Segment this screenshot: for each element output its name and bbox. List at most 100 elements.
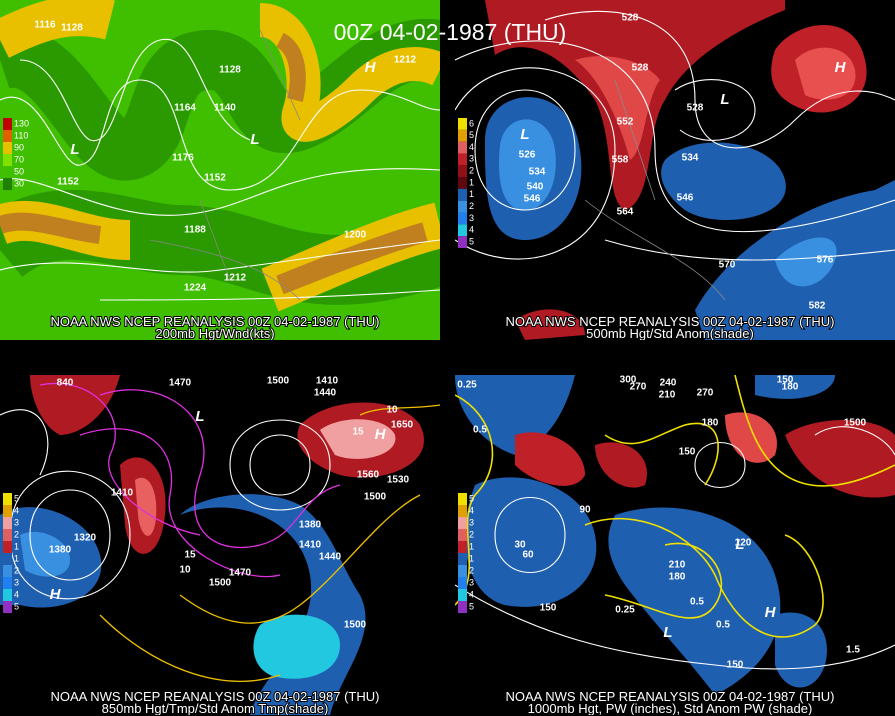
contour-label: 120	[735, 538, 752, 549]
legend-swatch	[458, 200, 467, 213]
contour-label: 1470	[169, 378, 192, 389]
main-title: 00Z 04-02-1987 (THU)	[334, 19, 567, 45]
contour-label: 150	[679, 447, 696, 458]
legend-swatch	[3, 553, 12, 565]
contour-label: 840	[57, 378, 74, 389]
legend-swatch	[3, 178, 12, 190]
contour-label: 1188	[184, 225, 206, 236]
legend-label: 130	[14, 118, 29, 128]
legend-swatch	[458, 118, 467, 130]
legend-swatch	[458, 212, 467, 225]
legend-swatch	[3, 529, 12, 541]
contour-label: 1560	[357, 470, 380, 481]
contour-label: 210	[659, 390, 676, 401]
contour-label: 1500	[209, 578, 232, 589]
legend-label: 5	[469, 493, 474, 503]
legend-swatch	[3, 577, 12, 589]
legend-label: 5	[14, 493, 19, 503]
contour-label: 150	[540, 603, 557, 614]
legend-swatch	[458, 165, 467, 178]
legend-swatch	[458, 517, 467, 529]
pressure-center: H	[50, 586, 62, 603]
contour-label: 1380	[299, 520, 322, 531]
legend-swatch	[3, 130, 12, 142]
legend-label: 4	[14, 589, 19, 599]
legend-label: 2	[14, 565, 19, 575]
legend-label: 4	[469, 225, 474, 235]
contour-label: 15	[352, 427, 364, 438]
contour-label: 1140	[214, 103, 236, 114]
contour-label: 270	[697, 388, 714, 399]
contour-label: 1176	[172, 153, 194, 164]
legend-label: 1	[469, 189, 474, 199]
contour-label: 1440	[319, 552, 342, 563]
contour-label: 576	[817, 255, 834, 266]
legend-label: 3	[469, 213, 474, 223]
legend-label: 1	[14, 541, 19, 551]
contour-label: 582	[809, 301, 826, 312]
contour-label: 1410	[111, 488, 134, 499]
contour-label: 1500	[844, 418, 867, 429]
legend-swatch	[458, 601, 467, 613]
contour-label: 150	[727, 660, 744, 671]
legend-swatch	[3, 142, 12, 154]
contour-label: 1500	[267, 376, 290, 387]
contour-label: 15	[184, 550, 196, 561]
contour-label: 270	[630, 382, 647, 393]
contour-label: 0.25	[615, 605, 635, 616]
contour-label: 1500	[364, 492, 387, 503]
contour-label: 1224	[184, 283, 207, 294]
legend-swatch	[458, 589, 467, 601]
panel-subtitle: 850mb Hgt/Tmp/Std Anom Tmp(shade)	[102, 701, 329, 716]
legend-swatch	[3, 601, 12, 613]
legend-swatch	[458, 129, 467, 142]
legend-swatch	[458, 236, 467, 248]
contour-label: 1212	[394, 55, 417, 66]
contour-label: 1530	[387, 475, 410, 486]
contour-label: 1200	[344, 230, 367, 241]
legend-label: 3	[469, 154, 474, 164]
legend-label: 2	[469, 565, 474, 575]
contour-label: 1410	[316, 376, 339, 387]
contour-label: 1128	[219, 65, 241, 76]
contour-label: 558	[612, 155, 629, 166]
legend-label: 5	[14, 601, 19, 611]
legend-swatch	[458, 565, 467, 577]
contour-label: 1320	[74, 533, 97, 544]
legend-swatch	[3, 166, 12, 178]
legend-swatch	[458, 529, 467, 541]
legend-label: 3	[14, 517, 19, 527]
legend-swatch	[458, 553, 467, 565]
contour-label: 10	[179, 565, 191, 576]
source-caption: NOAA NWS NCEP REANALYSIS 00Z 04-02-1987 …	[51, 314, 380, 329]
contour-label: 1470	[229, 568, 252, 579]
legend-swatch	[3, 565, 12, 577]
pressure-center: H	[365, 59, 377, 76]
legend-swatch	[458, 153, 467, 166]
legend-label: 30	[14, 178, 24, 188]
legend-label: 3	[14, 577, 19, 587]
contour-label: 300	[620, 375, 637, 386]
pressure-center: L	[70, 141, 79, 158]
source-caption: NOAA NWS NCEP REANALYSIS 00Z 04-02-1987 …	[51, 689, 380, 704]
legend-swatch	[3, 517, 12, 529]
contour-label: 1380	[49, 545, 72, 556]
pressure-center: L	[195, 408, 204, 425]
legend-swatch	[458, 188, 467, 201]
contour-label: 1440	[314, 388, 337, 399]
contour-label: 1500	[344, 620, 367, 631]
contour-label: 1.5	[846, 645, 860, 656]
legend-swatch	[3, 589, 12, 601]
legend-label: 4	[469, 589, 474, 599]
contour-label: 90	[579, 505, 591, 516]
legend-label: 110	[14, 130, 28, 140]
legend-swatch	[458, 541, 467, 553]
contour-label: 0.5	[716, 620, 730, 631]
legend-label: 50	[14, 166, 24, 176]
legend-swatch	[3, 493, 12, 505]
pressure-center: L	[735, 536, 744, 553]
pressure-center: L	[520, 126, 529, 143]
source-caption: NOAA NWS NCEP REANALYSIS 00Z 04-02-1987 …	[506, 314, 835, 329]
